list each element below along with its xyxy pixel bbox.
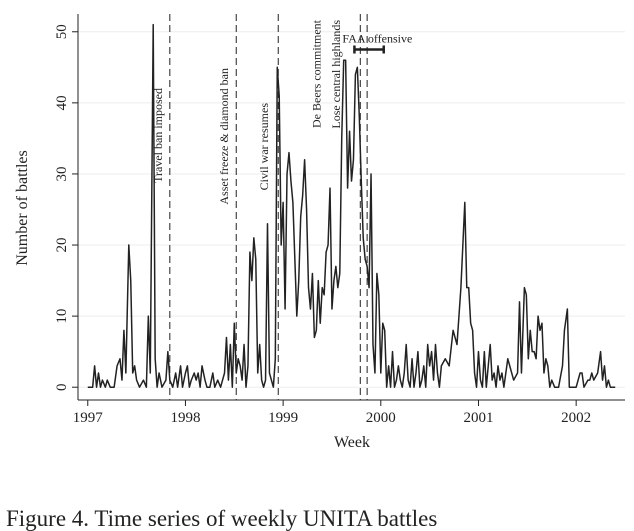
y-tick-label: 30 <box>54 166 70 181</box>
x-tick-label: 1997 <box>73 410 104 426</box>
y-tick-label: 10 <box>54 309 70 324</box>
x-tick-label: 1999 <box>268 410 298 426</box>
y-tick-label: 50 <box>54 24 70 39</box>
x-tick-label: 2001 <box>463 410 493 426</box>
event-label: Lose central highlands <box>329 20 343 129</box>
x-axis-title: Week <box>334 434 370 451</box>
event-label: Asset freeze & diamond ban <box>217 68 231 205</box>
x-tick-label: 1998 <box>170 410 200 426</box>
y-tick-label: 20 <box>54 238 70 253</box>
caption: Figure 4. Time series of weekly UNITA ba… <box>6 506 437 531</box>
offensive-range <box>353 45 385 54</box>
y-axis-title: Number of battles <box>14 150 31 266</box>
battle-line <box>87 23 616 388</box>
x-tick-label: 2000 <box>366 410 396 426</box>
y-tick-label: 0 <box>54 383 70 391</box>
x-tick-label: 2002 <box>561 410 591 426</box>
event-label: Civil war resumes <box>257 103 271 191</box>
y-tick-label: 40 <box>54 95 70 110</box>
event-label: De Beers commitment <box>309 19 323 128</box>
offensive-label: FAA offensive <box>342 32 412 46</box>
